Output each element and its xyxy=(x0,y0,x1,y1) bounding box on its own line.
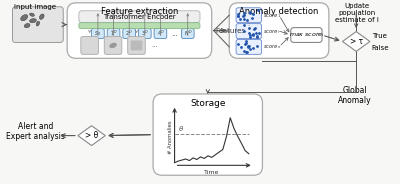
Text: :: : xyxy=(248,22,250,27)
Text: $\theta$: $\theta$ xyxy=(178,124,184,133)
FancyBboxPatch shape xyxy=(229,3,329,58)
FancyBboxPatch shape xyxy=(67,3,212,58)
Ellipse shape xyxy=(109,43,117,48)
FancyBboxPatch shape xyxy=(81,36,98,54)
FancyBboxPatch shape xyxy=(182,29,194,38)
Text: Global
Anomaly: Global Anomaly xyxy=(338,86,372,105)
Text: Feature extraction: Feature extraction xyxy=(101,7,178,16)
FancyBboxPatch shape xyxy=(123,29,136,38)
Text: # Anomalies: # Anomalies xyxy=(168,121,173,154)
Text: True: True xyxy=(372,33,387,38)
Polygon shape xyxy=(78,126,105,146)
Text: Anomaly detection: Anomaly detection xyxy=(239,7,319,16)
Text: $4^D$: $4^D$ xyxy=(157,29,164,38)
Text: $score_n$: $score_n$ xyxy=(264,43,282,51)
Text: $score_{i-1}$: $score_{i-1}$ xyxy=(264,27,287,36)
FancyBboxPatch shape xyxy=(79,23,200,29)
Ellipse shape xyxy=(30,13,34,16)
Polygon shape xyxy=(342,31,370,51)
Ellipse shape xyxy=(24,24,30,28)
Text: Input image: Input image xyxy=(14,4,56,10)
FancyBboxPatch shape xyxy=(104,36,122,54)
Text: Transformer Encoder: Transformer Encoder xyxy=(103,14,176,20)
Text: .: . xyxy=(248,24,250,29)
Text: Alert and
Expert analysis: Alert and Expert analysis xyxy=(6,122,65,141)
Ellipse shape xyxy=(36,21,40,26)
Text: Time: Time xyxy=(204,170,219,175)
Text: ...: ... xyxy=(172,31,178,37)
Text: False: False xyxy=(372,45,389,51)
Text: > τ: > τ xyxy=(350,37,363,46)
FancyBboxPatch shape xyxy=(107,29,120,38)
FancyBboxPatch shape xyxy=(236,24,262,38)
Ellipse shape xyxy=(30,19,36,23)
Text: > θ: > θ xyxy=(85,131,98,140)
Text: $score_1$: $score_1$ xyxy=(264,11,282,20)
Text: $N^D$: $N^D$ xyxy=(184,29,192,38)
FancyBboxPatch shape xyxy=(236,40,262,54)
Text: ...: ... xyxy=(151,43,158,48)
Text: $max\ score_i$: $max\ score_i$ xyxy=(288,31,324,40)
FancyBboxPatch shape xyxy=(291,28,322,43)
Text: Update
population
estimate of i: Update population estimate of i xyxy=(335,3,379,23)
FancyBboxPatch shape xyxy=(92,29,104,38)
Text: $2^D$: $2^D$ xyxy=(125,29,133,38)
Ellipse shape xyxy=(21,15,28,21)
FancyBboxPatch shape xyxy=(79,11,200,23)
Ellipse shape xyxy=(40,14,44,19)
Text: Features: Features xyxy=(216,28,246,33)
Text: Storage: Storage xyxy=(190,99,226,108)
Text: $3^D$: $3^D$ xyxy=(141,29,148,38)
FancyBboxPatch shape xyxy=(131,40,142,50)
Text: $1^D$: $1^D$ xyxy=(110,29,117,38)
Text: $S_0$: $S_0$ xyxy=(94,29,102,38)
FancyBboxPatch shape xyxy=(153,94,262,175)
FancyBboxPatch shape xyxy=(12,7,63,43)
FancyBboxPatch shape xyxy=(236,8,262,23)
FancyBboxPatch shape xyxy=(128,36,145,54)
FancyBboxPatch shape xyxy=(138,29,151,38)
FancyBboxPatch shape xyxy=(154,29,167,38)
